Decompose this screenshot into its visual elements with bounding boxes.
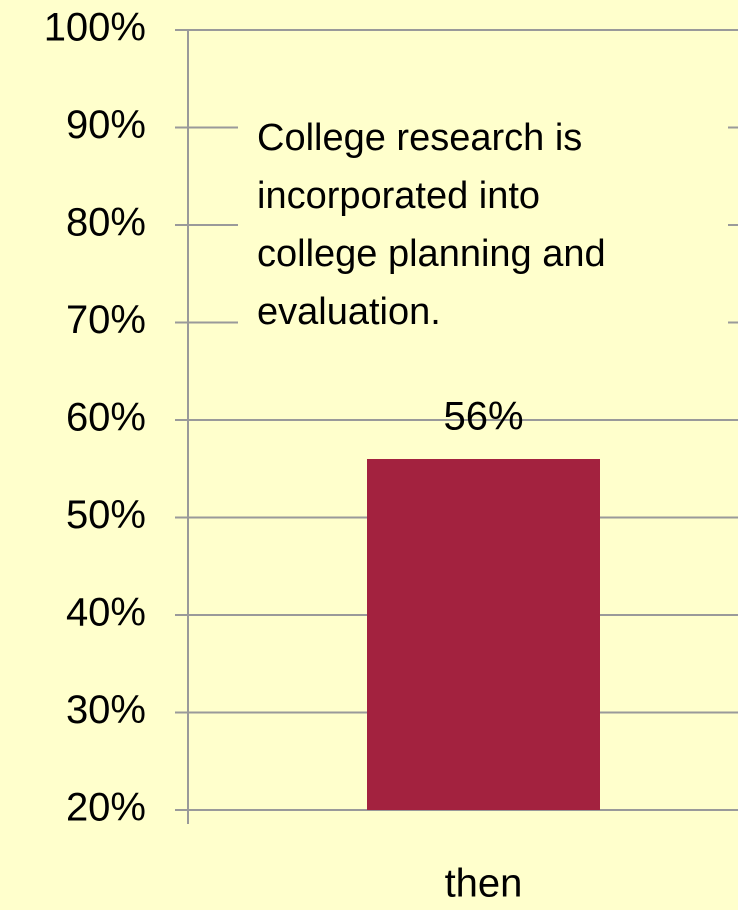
y-tick-label: 20%	[66, 786, 146, 830]
annotation: evaluation.	[257, 291, 441, 333]
y-tick-label: 60%	[66, 396, 146, 440]
annotation: college planning and	[257, 233, 606, 275]
y-tick-label: 100%	[44, 6, 146, 50]
bar	[367, 459, 600, 810]
annotation: incorporated into	[257, 175, 540, 217]
annotation-box	[238, 105, 728, 345]
y-tick-label: 40%	[66, 591, 146, 635]
y-tick-label: 70%	[66, 298, 146, 342]
y-tick-label: 30%	[66, 688, 146, 732]
y-tick-label: 90%	[66, 103, 146, 147]
x-tick-label: then	[445, 862, 523, 906]
y-tick-label: 80%	[66, 201, 146, 245]
value-label: 56%	[443, 395, 523, 439]
y-tick-label: 50%	[66, 493, 146, 537]
annotation: College research is	[257, 117, 582, 159]
